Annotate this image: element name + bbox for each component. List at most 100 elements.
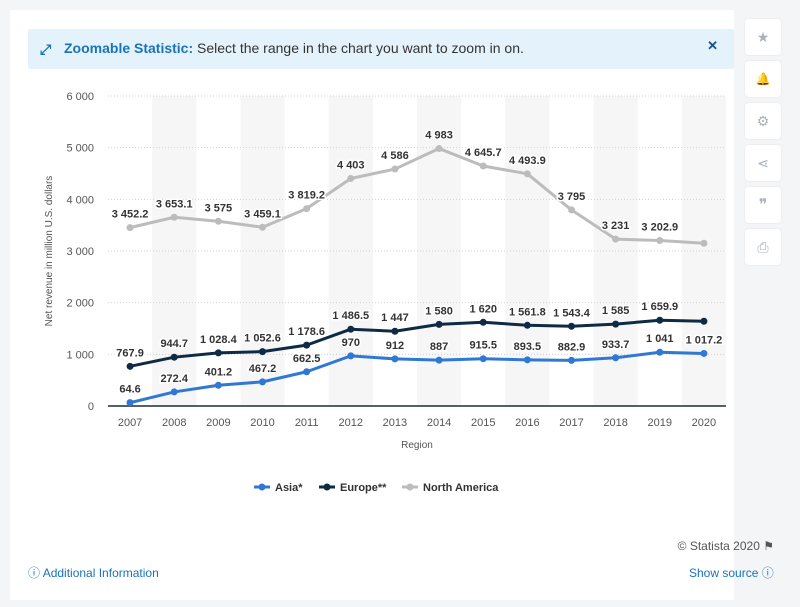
data-label: 1 561.8 (509, 306, 546, 318)
data-point (479, 162, 487, 170)
data-point (126, 224, 134, 232)
x-tick-label: 2011 (295, 417, 319, 429)
banner-title: Zoomable Statistic: Select the range in … (64, 40, 524, 56)
data-label: 3 231 (602, 220, 630, 232)
data-point (523, 321, 531, 329)
cite-button[interactable]: ❞ (745, 187, 781, 223)
legend-marker (258, 483, 266, 491)
data-label: 1 486.5 (332, 310, 369, 322)
data-point (214, 217, 222, 225)
data-point (259, 348, 266, 356)
data-label: 887 (430, 341, 448, 353)
data-point (259, 223, 266, 231)
data-point (391, 355, 399, 363)
data-label: 1 585 (602, 305, 630, 317)
data-label: 662.5 (293, 353, 321, 365)
x-tick-label: 2017 (559, 417, 583, 429)
additional-information-label: Additional Information (42, 566, 159, 580)
star-icon: ★ (756, 28, 770, 45)
data-point (479, 355, 487, 363)
data-point (435, 320, 443, 328)
series-line (129, 318, 704, 368)
notification-button[interactable]: 🔔 (745, 61, 781, 97)
data-point (170, 353, 178, 361)
x-tick-label: 2009 (206, 417, 230, 429)
data-point (568, 322, 575, 330)
show-source-label: Show source (689, 566, 759, 580)
column-band (681, 96, 726, 406)
data-point (700, 349, 708, 357)
y-tick-label: 3 000 (66, 246, 94, 258)
data-point (612, 354, 620, 362)
data-label: 3 452.2 (112, 209, 149, 221)
data-label: 912 (386, 340, 404, 352)
data-label: 1 028.4 (200, 334, 238, 346)
data-point (523, 356, 531, 364)
data-label: 3 653.1 (156, 198, 193, 210)
data-label: 3 459.1 (244, 208, 281, 220)
data-point (391, 327, 399, 335)
data-point (347, 175, 355, 183)
data-label: 4 493.9 (509, 155, 546, 167)
data-point (612, 235, 620, 243)
print-button[interactable]: ⎙ (745, 229, 781, 265)
data-label: 1 052.6 (244, 333, 281, 345)
data-label: 467.2 (249, 363, 277, 375)
x-tick-label: 2016 (515, 417, 539, 429)
x-axis-title: Region (401, 440, 433, 451)
data-point (259, 378, 266, 386)
settings-button[interactable]: ⚙ (745, 103, 781, 139)
data-point (612, 320, 620, 328)
share-button[interactable]: ⋖ (745, 145, 781, 181)
show-source-link[interactable]: Show source ⓘ (689, 564, 774, 581)
data-label: 1 543.4 (553, 307, 591, 319)
y-tick-label: 4 000 (66, 194, 94, 206)
legend-marker (323, 483, 331, 491)
data-point (347, 352, 355, 360)
legend-label: Asia* (275, 482, 303, 494)
data-label: 944.7 (160, 338, 188, 350)
print-icon: ⎙ (757, 238, 769, 255)
data-point (656, 316, 664, 324)
data-point (656, 348, 664, 356)
legend-label: Europe** (340, 482, 387, 494)
data-label: 893.5 (514, 341, 542, 353)
data-label: 915.5 (469, 340, 497, 352)
data-label: 1 580 (425, 305, 453, 317)
data-label: 1 447 (381, 312, 409, 324)
x-tick-label: 2019 (648, 417, 672, 429)
info-icon: ⓘ (761, 566, 774, 580)
data-point (435, 145, 443, 153)
additional-information-link[interactable]: ⓘ Additional Information (28, 564, 159, 581)
data-point (214, 381, 222, 389)
banner-title-label: Zoomable Statistic: (64, 40, 194, 56)
data-point (214, 349, 222, 357)
data-label: 4 586 (381, 150, 409, 162)
data-label: 3 575 (205, 202, 233, 214)
share-icon: ⋖ (757, 154, 769, 171)
data-point (126, 362, 134, 370)
data-point (479, 318, 487, 326)
data-label: 1 017.2 (686, 334, 723, 346)
data-point (568, 206, 575, 214)
data-label: 3 202.9 (641, 222, 678, 234)
series-line (129, 350, 704, 405)
data-point (303, 205, 311, 213)
data-point (656, 237, 664, 245)
data-point (303, 368, 311, 376)
info-icon: ⓘ (28, 566, 41, 580)
data-point (523, 170, 531, 178)
data-label: 767.9 (116, 347, 144, 359)
data-label: 4 645.7 (465, 147, 502, 159)
close-icon[interactable]: ✕ (707, 38, 718, 53)
column-band (240, 96, 285, 406)
data-point (347, 325, 355, 333)
x-tick-label: 2008 (162, 417, 186, 429)
y-axis-title: Net revenue in million U.S. dollars (44, 176, 55, 327)
data-point (435, 356, 443, 364)
data-point (126, 399, 134, 407)
x-tick-label: 2014 (427, 417, 451, 429)
favorite-button[interactable]: ★ (745, 19, 781, 55)
data-label: 4 983 (425, 130, 453, 142)
